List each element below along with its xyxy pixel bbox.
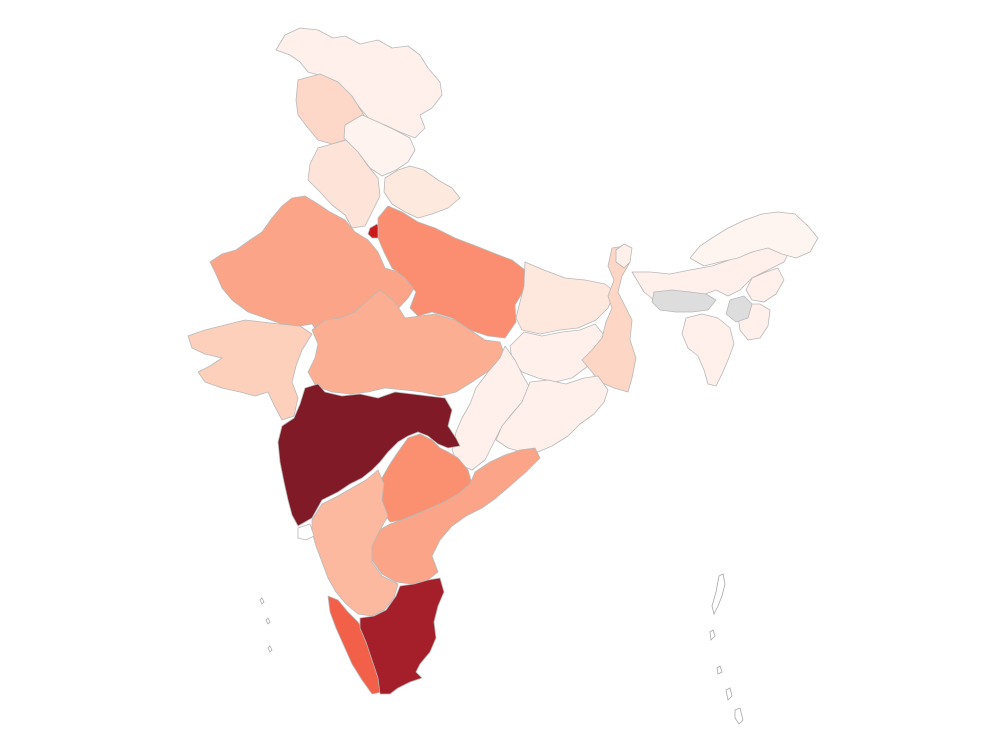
region-gujarat[interactable]: [187, 319, 313, 421]
andaman-island-small-2: [716, 665, 723, 675]
lakshadweep-island-2: [265, 617, 271, 625]
region-karnataka[interactable]: [311, 469, 399, 617]
region-uttar-pradesh[interactable]: [377, 205, 526, 339]
region-bihar[interactable]: [515, 261, 616, 335]
lakshadweep-island-3: [267, 645, 273, 653]
region-goa[interactable]: [297, 523, 315, 541]
region-maharashtra[interactable]: [277, 383, 461, 527]
state-regions: [187, 27, 819, 695]
region-lakshadweep[interactable]: [259, 597, 265, 605]
region-uttarakhand[interactable]: [383, 165, 461, 219]
region-arunachal-pradesh[interactable]: [689, 211, 819, 267]
nicobar-island-2: [734, 707, 744, 725]
island-territories: [259, 573, 744, 725]
region-west-bengal[interactable]: [581, 245, 637, 393]
nicobar-island-1: [725, 687, 733, 701]
region-meghalaya[interactable]: [651, 289, 717, 313]
region-haryana[interactable]: [307, 139, 381, 229]
region-odisha[interactable]: [495, 375, 609, 453]
region-tripura[interactable]: [725, 295, 753, 323]
andaman-island-small-1: [709, 629, 716, 641]
region-sikkim[interactable]: [615, 243, 633, 269]
region-andaman-nicobar[interactable]: [711, 573, 726, 616]
region-mizoram[interactable]: [681, 313, 735, 387]
region-tamil-nadu[interactable]: [359, 577, 445, 695]
region-nagaland[interactable]: [745, 267, 785, 303]
region-andhra-pradesh[interactable]: [369, 447, 541, 585]
